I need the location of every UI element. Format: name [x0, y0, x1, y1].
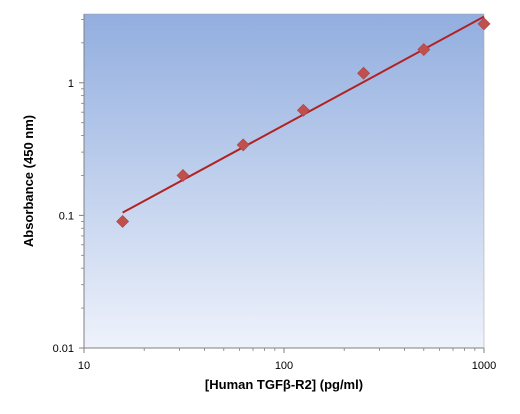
data-point — [357, 66, 371, 80]
data-point — [116, 215, 130, 228]
x-tick-label: 10 — [78, 360, 90, 372]
data-point — [417, 43, 431, 56]
data-point — [176, 169, 190, 182]
x-axis-title: [Human TGFβ-R2] (pg/ml) — [205, 377, 363, 392]
y-tick-label: 0.1 — [59, 210, 74, 222]
data-point — [236, 138, 250, 152]
x-axis: 10 100 1000 — [78, 347, 496, 372]
x-tick-label: 1000 — [472, 360, 496, 372]
plot-area — [83, 13, 485, 349]
data-point — [477, 17, 491, 31]
data-points-layer — [116, 17, 491, 228]
y-axis-title: Absorbance (450 nm) — [21, 115, 36, 247]
y-axis: 0.01 0.1 1 — [53, 14, 85, 355]
data-point — [296, 103, 310, 117]
x-tick-label: 100 — [275, 360, 293, 372]
y-tick-label: 0.01 — [53, 343, 74, 355]
y-tick-label: 1 — [68, 78, 74, 90]
